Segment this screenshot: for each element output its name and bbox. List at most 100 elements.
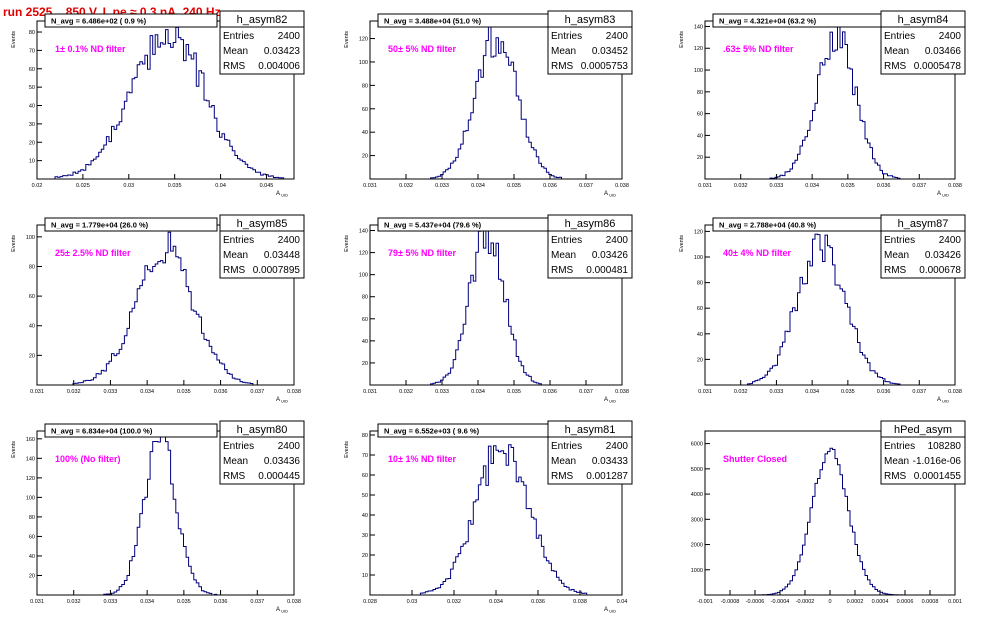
x-tick-label: 0.033 (435, 183, 449, 189)
y-tick-label: 60 (29, 294, 35, 300)
y-tick-label: 2000 (691, 543, 703, 549)
stats-value: 108280 (928, 441, 962, 452)
y-tick-label: 70 (362, 453, 368, 459)
stats-label: Mean (551, 250, 576, 261)
x-tick-label: 0.03 (407, 599, 418, 605)
histogram-panel-hPed_asym: -0.001 -0.0008 -0.0006 -0.0004 -0.0002 0 0.000… (691, 420, 966, 605)
stats-box: h_asym87 Entries 2400 Mean 0.03426 RMS 0.00067… (880, 214, 966, 279)
y-tick-label: 80 (29, 264, 35, 270)
y-tick-label: 80 (29, 30, 35, 36)
x-axis-label: A UID (937, 191, 949, 198)
y-tick-label: 60 (362, 107, 368, 113)
stats-value: 0.03426 (592, 250, 629, 261)
x-tick-label: 0.034 (471, 389, 485, 395)
navg-box (44, 423, 218, 438)
stats-value: 2400 (606, 31, 629, 42)
y-tick-label: 60 (362, 317, 368, 323)
x-axis-label: A UID (937, 397, 949, 404)
stats-label: Entries (551, 441, 582, 452)
y-tick-label: 30 (362, 533, 368, 539)
y-axis-label: Events (11, 31, 17, 48)
x-tick-label: 0.04 (215, 183, 226, 189)
stats-box: h_asym80 Entries 2400 Mean 0.03436 RMS 0.00044… (219, 420, 305, 485)
stats-value: 0.03452 (592, 46, 629, 57)
x-tick-label: 0.033 (435, 389, 449, 395)
x-tick-label: 0.038 (287, 599, 301, 605)
y-tick-label: 40 (29, 104, 35, 110)
y-tick-label: 10 (362, 573, 368, 579)
x-tick-label: 0.031 (30, 389, 44, 395)
x-tick-label: -0.0006 (746, 599, 765, 605)
y-tick-label: 120 (26, 476, 35, 482)
histogram-panel-h_asym84: 0.031 0.032 0.033 0.034 0.035 0.036 0.037 0.038… (679, 10, 966, 198)
stats-label: RMS (551, 265, 574, 276)
stats-label: Entries (223, 31, 254, 42)
y-tick-label: 1000 (691, 568, 703, 574)
histogram-line (37, 231, 294, 386)
stats-value: 0.000481 (586, 265, 628, 276)
x-tick-label: 0.037 (912, 183, 926, 189)
stats-box: h_asym86 Entries 2400 Mean 0.03426 RMS 0.00048… (547, 214, 633, 279)
filter-annotation: 40± 4% ND filter (723, 248, 791, 258)
stats-label: Entries (223, 441, 254, 452)
stats-box-frame (219, 10, 305, 75)
y-tick-label: 10 (29, 159, 35, 165)
y-tick-label: 80 (29, 515, 35, 521)
x-tick-label: 0.038 (573, 599, 587, 605)
x-tick-label: 0.031 (363, 183, 377, 189)
x-tick-label: 0.032 (67, 599, 81, 605)
y-tick-label: 5000 (691, 467, 703, 473)
x-tick-label: 0.032 (447, 599, 461, 605)
stats-value: 2400 (939, 31, 962, 42)
filter-annotation: .63± 5% ND filter (723, 44, 794, 54)
x-tick-label: 0.037 (579, 183, 593, 189)
stats-label: Mean (223, 456, 248, 467)
stats-value: 0.0005753 (581, 61, 629, 72)
x-tick-label: 0.032 (399, 183, 413, 189)
x-tick-label: 0 (828, 599, 831, 605)
x-tick-label: -0.0004 (771, 599, 790, 605)
stats-label: Mean (551, 456, 576, 467)
x-tick-label: 0.034 (805, 389, 819, 395)
stats-label: Entries (223, 235, 254, 246)
stats-label: Mean (223, 46, 248, 57)
x-axis-label: A UID (276, 191, 288, 198)
filter-annotation: 10± 1% ND filter (388, 454, 456, 464)
y-tick-label: 20 (362, 361, 368, 367)
x-tick-label: 0.045 (260, 183, 274, 189)
x-tick-label: 0.036 (877, 389, 891, 395)
x-tick-label: 0.035 (177, 599, 191, 605)
stats-box: h_asym83 Entries 2400 Mean 0.03452 RMS 0.00057… (547, 10, 633, 75)
stats-value: 0.0007895 (253, 265, 301, 276)
stats-value: 0.000678 (919, 265, 961, 276)
y-axis-label: Events (344, 235, 350, 252)
x-tick-label: 0.035 (168, 183, 182, 189)
stats-box-frame (219, 420, 305, 485)
y-tick-label: 50 (29, 85, 35, 91)
x-tick-label: 0.033 (104, 389, 118, 395)
stats-value: 0.000445 (258, 471, 300, 482)
x-tick-label: 0.04 (617, 599, 628, 605)
stats-value: 0.03423 (264, 46, 301, 57)
x-tick-label: 0.033 (770, 183, 784, 189)
histogram-panel-h_asym83: 0.031 0.032 0.033 0.034 0.035 0.036 0.037 0.038… (344, 10, 633, 198)
histogram-panel-h_asym81: 0.028 0.03 0.032 0.034 0.036 0.038 0.04 10 20 30 4… (344, 420, 633, 614)
x-tick-label: 0.036 (543, 183, 557, 189)
stats-label: RMS (551, 471, 574, 482)
y-tick-label: 80 (362, 433, 368, 439)
histogram-panel-h_asym80: 0.031 0.032 0.033 0.034 0.035 0.036 0.037 0.038… (11, 420, 305, 614)
x-tick-label: 0.037 (912, 389, 926, 395)
y-tick-label: 20 (362, 553, 368, 559)
y-tick-label: 120 (694, 229, 703, 235)
stats-value: -1.016e-06 (913, 456, 962, 467)
y-tick-label: 40 (362, 513, 368, 519)
x-tick-label: 0.03 (123, 183, 134, 189)
y-tick-label: 100 (694, 68, 703, 74)
x-tick-label: 0.031 (698, 183, 712, 189)
stats-value: 2400 (606, 441, 629, 452)
stats-label: Entries (551, 31, 582, 42)
y-tick-label: 20 (29, 353, 35, 359)
stats-box-frame (219, 214, 305, 279)
stats-box-frame (880, 214, 966, 279)
